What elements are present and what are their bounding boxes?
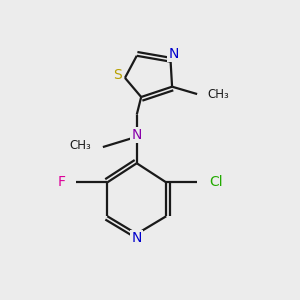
Text: CH₃: CH₃ <box>69 139 91 152</box>
Text: S: S <box>113 68 122 82</box>
Text: Cl: Cl <box>209 176 223 189</box>
Text: CH₃: CH₃ <box>207 88 229 100</box>
Text: N: N <box>132 128 142 142</box>
Text: N: N <box>132 231 142 245</box>
Text: F: F <box>58 176 66 189</box>
Text: N: N <box>168 47 179 61</box>
